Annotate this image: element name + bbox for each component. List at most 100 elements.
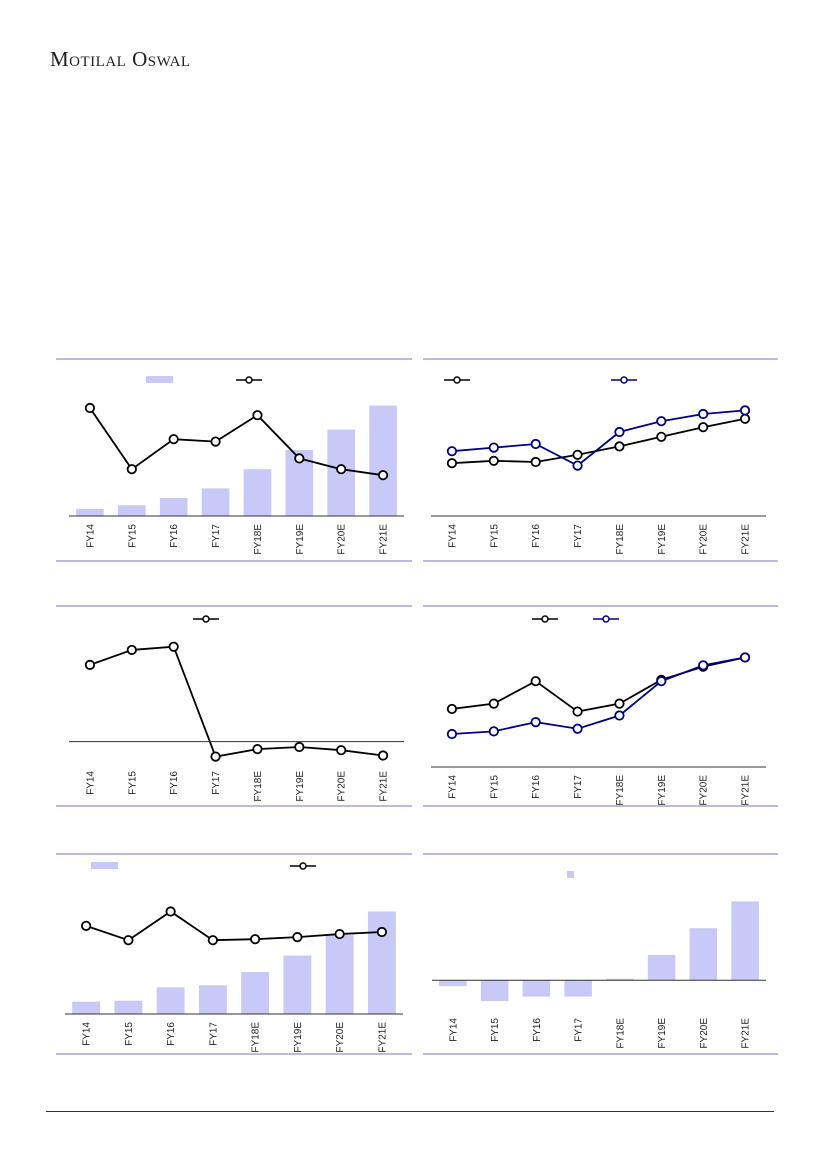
x-tick-label: FY16 (531, 524, 542, 548)
brand-logo: Motilal Oswal (50, 47, 191, 71)
data-point (656, 676, 667, 687)
x-tick-label: FY16 (169, 771, 180, 795)
bar (243, 469, 272, 516)
data-point (698, 660, 709, 671)
x-tick-label: FY20E (335, 1022, 346, 1053)
chart-panel-2: FY14 FY15 FY16 FY17 FY18E FY19E FY20E FY21E (423, 358, 778, 562)
chart-panel-3: FY14 FY15 FY16 FY17 FY18E FY19E FY20E FY21E (56, 605, 412, 807)
data-point (252, 744, 263, 755)
data-point (530, 438, 541, 450)
x-tick-label: FY14 (448, 1018, 459, 1042)
x-tick-label: FY15 (127, 524, 138, 548)
x-tick-label: FY19E (657, 1018, 668, 1049)
legend-marker (620, 376, 628, 384)
x-tick-label: FY21E (741, 524, 752, 555)
data-point (572, 706, 583, 717)
data-point (530, 676, 541, 687)
legend-bar-swatch (146, 376, 173, 383)
bar (367, 911, 396, 1014)
x-tick-label: FY14 (447, 524, 458, 548)
bar (283, 955, 312, 1014)
data-point (698, 422, 709, 433)
bar (117, 505, 146, 516)
data-point (614, 426, 625, 438)
bar (201, 488, 230, 516)
data-point (572, 449, 583, 460)
x-tick-label: FY17 (573, 775, 584, 799)
x-tick-label: FY18E (615, 775, 626, 806)
bar (439, 980, 467, 987)
x-tick-label: FY17 (573, 524, 584, 548)
chart-panel-1: FY14 FY15 FY16 FY17 FY18E FY19E FY20E FY21E (56, 358, 412, 562)
x-tick-label: FY15 (489, 775, 500, 799)
x-tick-label: FY20E (699, 524, 710, 555)
x-tick-label: FY19E (295, 771, 306, 802)
data-point (165, 906, 176, 917)
x-tick-label: FY19E (657, 775, 668, 806)
bar (369, 405, 397, 516)
x-tick-label: FY18E (253, 771, 264, 802)
x-tick-label: FY19E (295, 524, 306, 555)
legend-marker (299, 862, 307, 870)
x-tick-label: FY20E (337, 771, 348, 802)
x-tick-label: FY17 (211, 524, 222, 548)
bar (564, 980, 592, 997)
bar (606, 978, 634, 981)
data-point (294, 741, 305, 753)
legend-bar-swatch (91, 862, 118, 869)
data-point (488, 455, 499, 466)
x-tick-label: FY19E (657, 524, 668, 555)
x-tick-label: FY16 (166, 1022, 177, 1046)
data-point (126, 464, 137, 475)
data-point (292, 932, 303, 943)
x-tick-label: FY18E (615, 524, 626, 555)
x-tick-label: FY15 (124, 1022, 135, 1046)
data-point (488, 442, 499, 453)
bar (522, 980, 551, 997)
data-point (488, 698, 499, 709)
x-tick-label: FY14 (82, 1022, 93, 1046)
data-point (294, 453, 305, 464)
data-point (252, 410, 263, 421)
legend-marker (541, 615, 549, 623)
x-tick-label: FY20E (699, 775, 710, 806)
data-point (207, 935, 218, 946)
x-tick-label: FY18E (253, 524, 264, 555)
x-tick-label: FY18E (251, 1022, 262, 1053)
x-tick-label: FY17 (211, 771, 222, 795)
x-tick-label: FY15 (489, 524, 500, 548)
data-point (84, 402, 96, 414)
series-line (451, 417, 746, 465)
x-tick-label: FY20E (337, 524, 348, 555)
data-point (446, 703, 458, 715)
x-tick-label: FY15 (127, 771, 138, 795)
bar (647, 954, 676, 981)
x-tick-label: FY17 (574, 1018, 585, 1042)
data-point (376, 926, 387, 938)
data-point (377, 750, 389, 761)
data-point (530, 456, 541, 468)
x-tick-label: FY18E (615, 1018, 626, 1049)
x-tick-label: FY21E (741, 775, 752, 806)
data-point (126, 644, 137, 656)
bar (731, 901, 759, 981)
data-point (656, 431, 667, 442)
data-point (614, 441, 625, 452)
data-point (81, 920, 92, 931)
data-point (739, 652, 751, 663)
data-point (336, 745, 347, 756)
data-point (446, 458, 458, 469)
series-line (451, 656, 746, 735)
x-tick-label: FY16 (532, 1018, 543, 1042)
data-point (530, 717, 541, 728)
x-tick-label: FY15 (490, 1018, 501, 1042)
data-point (377, 470, 389, 481)
data-point (168, 434, 179, 445)
data-point (250, 934, 261, 945)
data-point (614, 698, 625, 709)
x-tick-label: FY21E (379, 771, 390, 802)
bar (159, 498, 188, 516)
series-line (89, 407, 384, 477)
data-point (698, 408, 709, 420)
series-line (85, 910, 382, 942)
